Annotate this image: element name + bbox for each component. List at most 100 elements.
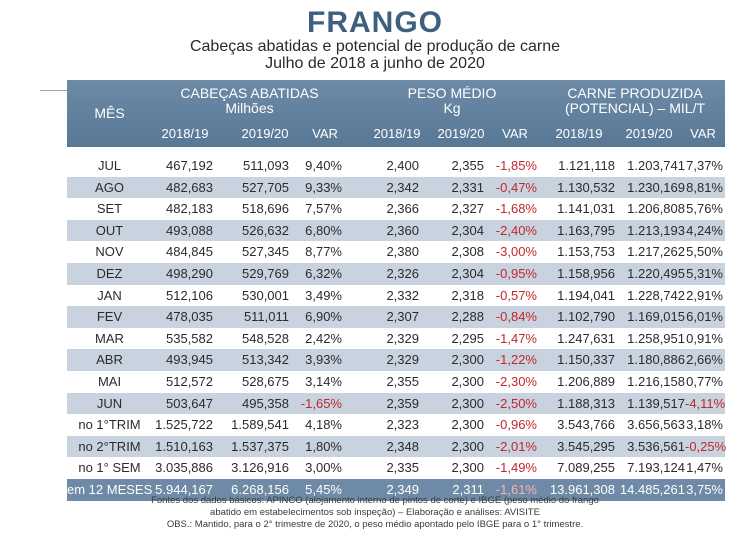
cell-c2: 530,001 (242, 287, 289, 303)
table-row: JUN 503,647 495,358 -1,65% 2,359 2,300 -2,50% 1… (67, 392, 726, 415)
cell-c2: 527,345 (242, 244, 289, 260)
cell-mes: no 2°TRIM (78, 438, 141, 454)
table-row: MAR 535,582 548,528 2,42% 2,329 2,295 -1,47% 1.… (67, 328, 725, 350)
cell-cv: 2,42% (305, 330, 342, 346)
cell-c1: 493,088 (166, 222, 213, 238)
cell-k2: 3.536,561 (627, 438, 685, 454)
table-row: JAN 512,106 530,001 3,49% 2,332 2,318 -0,57% 1.… (67, 285, 725, 307)
cell-cv: -1,65% (300, 395, 342, 411)
cell-c2: 527,705 (242, 179, 289, 195)
cell-c1: 484,845 (166, 244, 213, 260)
cell-pv: -2,40% (495, 222, 537, 238)
cell-p1: 2,366 (386, 201, 419, 217)
cell-pv: -1,47% (495, 330, 537, 346)
cell-p2: 2,308 (451, 244, 484, 260)
cell-c2: 513,342 (242, 352, 289, 368)
cell-c1: 498,290 (166, 265, 213, 281)
header-cabecas-line2: Milhões (225, 100, 274, 116)
cell-c1: 5.944,167 (155, 481, 213, 497)
cell-cv: 3,49% (305, 287, 342, 303)
cell-pv: -0,95% (495, 265, 537, 281)
cell-k2: 1.230,169 (627, 179, 685, 195)
cell-k1: 1.130,532 (557, 179, 615, 195)
cell-k2: 1.139,517 (627, 395, 685, 411)
cell-k2: 1.217,262 (627, 244, 685, 260)
cell-mes: ABR (96, 352, 123, 368)
cell-p2: 2,327 (451, 201, 484, 217)
footnote-line-3: OBS.: Mantido, para o 2° trimestre de 20… (166, 519, 584, 530)
cell-cv: 5,45% (305, 481, 342, 497)
cell-p2: 2,300 (451, 395, 484, 411)
cell-k1: 1.163,795 (557, 222, 615, 238)
cell-kv: -4,11% (685, 395, 726, 411)
cell-p1: 2,349 (386, 481, 419, 497)
cell-k1: 1.153,753 (557, 244, 615, 260)
header-peso-line2: Kg (443, 100, 461, 116)
cell-p2: 2,331 (451, 179, 484, 195)
cell-k1: 1.194,041 (557, 287, 615, 303)
subtitle-line-2: Julho de 2018 a junho de 2020 (265, 55, 485, 72)
cell-p2: 2,355 (451, 158, 484, 173)
header-cab-var: VAR (312, 126, 338, 141)
cell-mes: JUN (96, 395, 123, 411)
cell-c1: 482,683 (166, 179, 213, 195)
cell-c1: 467,192 (166, 158, 213, 173)
cell-c2: 529,769 (242, 265, 289, 281)
table-row: ABR 493,945 513,342 3,93% 2,329 2,300 -1,22% 1.… (67, 349, 725, 371)
table-row: MAI 512,572 528,675 3,14% 2,355 2,300 -2,30% 1.… (67, 371, 725, 393)
cell-c2: 548,528 (242, 330, 289, 346)
cell-kv: 5,50% (686, 244, 723, 260)
cell-c2: 511,011 (243, 309, 289, 325)
cell-mes: SET (96, 201, 123, 217)
cell-mes: JUL (97, 158, 122, 173)
header-carne-line1: CARNE PRODUZIDA (567, 85, 703, 101)
header-carne-line2: (POTENCIAL) – MIL/T (564, 100, 706, 116)
cell-pv: -1,85% (495, 158, 537, 173)
table-row: DEZ 498,290 529,769 6,32% 2,326 2,304 -0,95% 1.… (67, 262, 725, 285)
header-carne-title: CARNE PRODUZIDA (POTENCIAL) – MIL/T (545, 86, 725, 116)
page-subtitle: Cabeças abatidas e potencial de produção… (0, 38, 750, 72)
cell-c1: 482,183 (166, 201, 213, 217)
cell-p2: 2,318 (451, 287, 484, 303)
cell-kv: 8,81% (686, 179, 723, 195)
cell-cv: 3,93% (305, 352, 342, 368)
cell-pv: -2,30% (495, 373, 537, 389)
cell-mes: MAI (97, 373, 122, 389)
cell-mes: JAN (97, 287, 122, 303)
cell-kv: 3,18% (686, 417, 723, 433)
cell-k1: 1.158,956 (557, 265, 615, 281)
cell-pv: -1,22% (495, 352, 537, 368)
footnote-line-2: abatido em estabelecimentos sob inspeção… (210, 507, 540, 518)
cell-pv: -0,84% (495, 309, 537, 325)
cell-p1: 2,329 (386, 330, 419, 346)
cell-mes: FEV (96, 309, 123, 325)
table-header: MÊS CABEÇAS ABATIDAS Milhões PESO MÉDIO … (67, 80, 725, 147)
cell-cv: 9,33% (305, 179, 342, 195)
cell-cv: 3,14% (305, 373, 342, 389)
table-row: no 1° SEM 3.035,886 3.126,916 3,00% 2,335 2,3… (67, 457, 725, 479)
cell-mes: OUT (95, 222, 124, 238)
cell-p2: 2,311 (452, 481, 484, 497)
cell-k1: 1.141,031 (557, 201, 615, 217)
header-peso-line1: PESO MÉDIO (407, 85, 497, 101)
cell-p1: 2,359 (386, 395, 419, 411)
cell-k1: 1.121,118 (558, 158, 615, 173)
cell-cv: 8,77% (305, 244, 342, 260)
footnote-line-1: Fontes dos dados básicos: APINCO (alojam… (151, 495, 599, 506)
cell-p2: 2,300 (451, 460, 484, 476)
cell-p2: 2,304 (451, 265, 484, 281)
subtitle-line-1: Cabeças abatidas e potencial de produção… (189, 38, 561, 55)
cell-p2: 2,300 (451, 373, 484, 389)
cell-pv: -1,49% (495, 460, 537, 476)
cell-c1: 1.510,163 (155, 438, 213, 454)
cell-cv: 3,00% (305, 460, 342, 476)
cell-p2: 2,304 (451, 222, 484, 238)
cell-mes: em 12 MESES (67, 481, 153, 497)
cell-pv: -2,50% (495, 395, 537, 411)
cell-pv: -0,57% (495, 287, 537, 303)
table-row: NOV 484,845 527,345 8,77% 2,380 2,308 -3,00% 1.… (67, 241, 725, 263)
cell-cv: 4,18% (305, 417, 342, 433)
cell-k1: 13.961,308 (549, 481, 615, 497)
cell-kv: 7,37% (686, 158, 723, 173)
cell-k1: 3.545,295 (557, 438, 615, 454)
